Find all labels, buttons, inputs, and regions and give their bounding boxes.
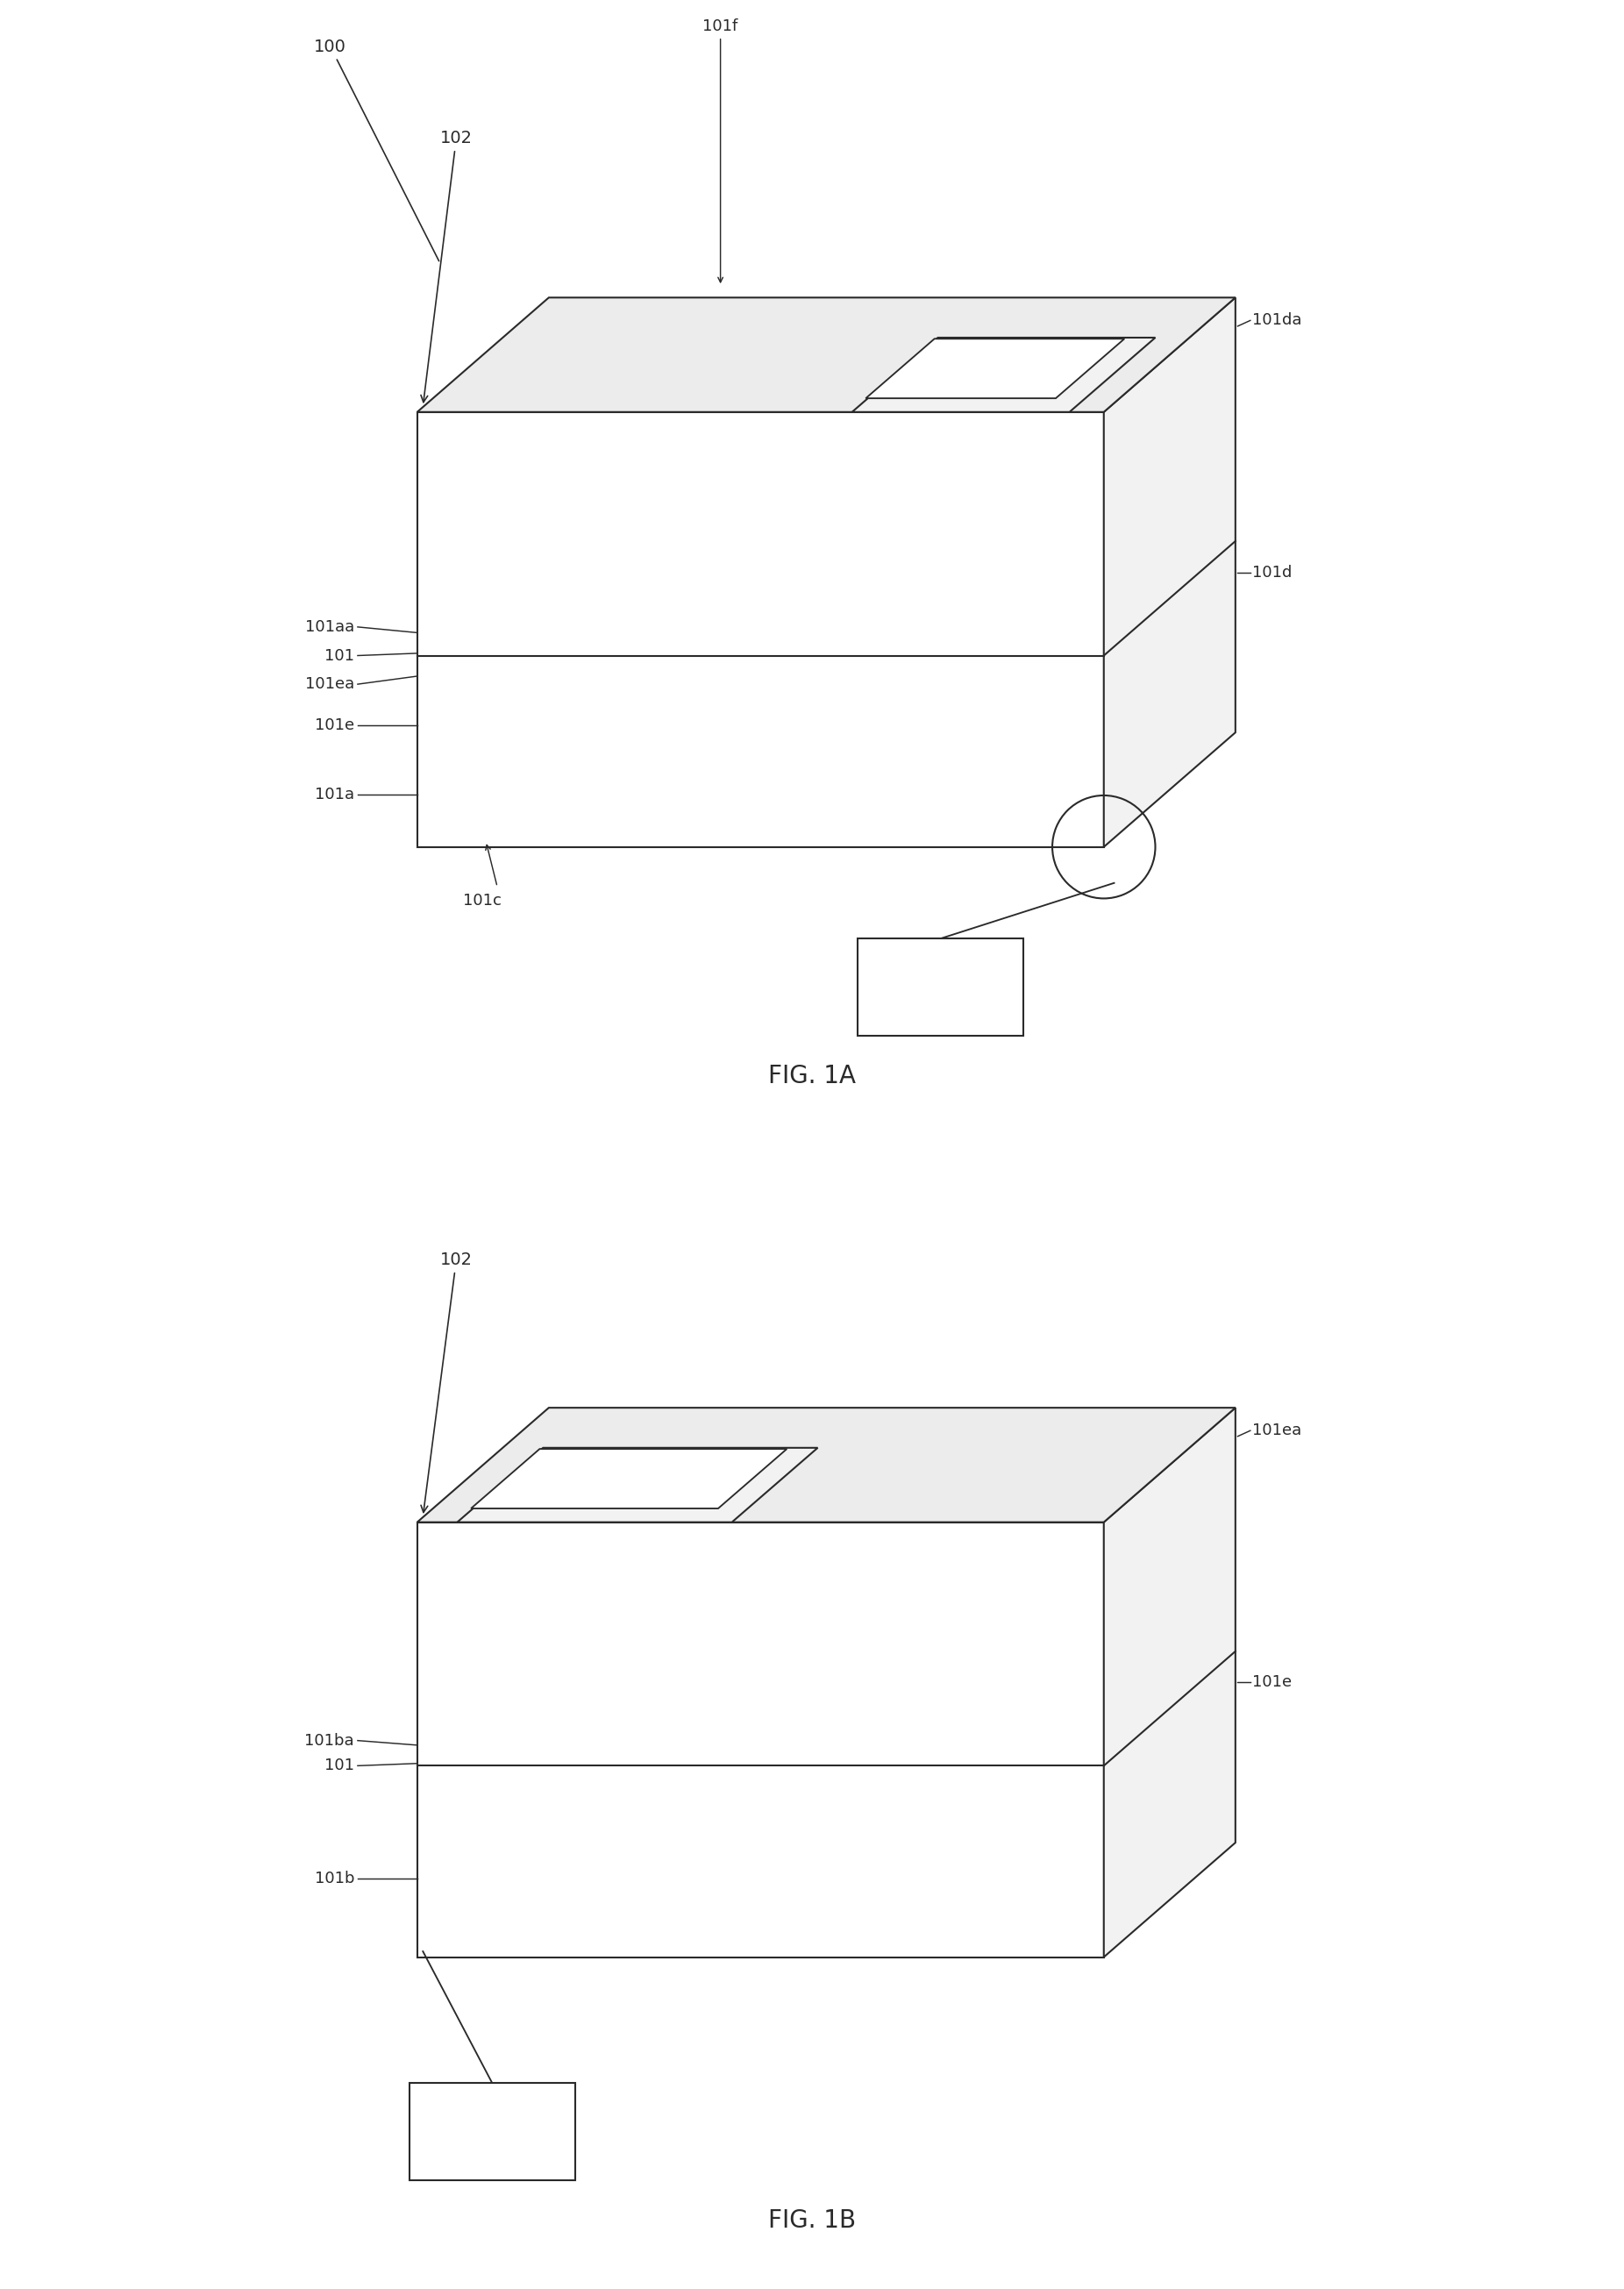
Text: 101e: 101e — [1252, 1676, 1293, 1689]
Text: 101b: 101b — [315, 1870, 354, 1886]
Text: 101c: 101c — [463, 893, 502, 909]
Polygon shape — [1104, 1408, 1236, 1957]
Text: FIG. 1A: FIG. 1A — [768, 1064, 856, 1087]
Polygon shape — [866, 339, 1124, 398]
Text: 101a: 101a — [315, 787, 354, 803]
Text: FIG. 1B: FIG. 1B — [768, 2209, 856, 2232]
Text: 100: 100 — [313, 39, 438, 261]
Polygon shape — [417, 1522, 1104, 1957]
Text: 102: 102 — [421, 130, 473, 403]
Text: 101f: 101f — [703, 18, 737, 34]
Text: 101d: 101d — [1252, 565, 1293, 579]
Text: 114: 114 — [924, 973, 957, 991]
Text: 113: 113 — [565, 1476, 596, 1492]
Polygon shape — [1104, 298, 1236, 847]
Polygon shape — [417, 1408, 1236, 1522]
Polygon shape — [471, 1449, 786, 1508]
Text: 101: 101 — [325, 1758, 354, 1774]
Text: 101da: 101da — [1252, 314, 1302, 327]
Text: 101ba: 101ba — [305, 1733, 354, 1749]
Text: 101e: 101e — [315, 716, 354, 732]
Polygon shape — [417, 412, 1104, 847]
Text: 102: 102 — [421, 1252, 473, 1513]
Text: 101aa: 101aa — [305, 618, 354, 634]
Text: 113: 113 — [913, 366, 944, 382]
Text: 101: 101 — [325, 648, 354, 664]
Bar — [857, 938, 1023, 1035]
Text: 114: 114 — [476, 2117, 508, 2136]
Polygon shape — [458, 1449, 818, 1522]
Text: 101ea: 101ea — [305, 675, 354, 691]
Text: 101ea: 101ea — [1252, 1424, 1302, 1437]
Bar — [409, 2083, 575, 2179]
Polygon shape — [853, 336, 1155, 412]
Polygon shape — [417, 298, 1236, 412]
